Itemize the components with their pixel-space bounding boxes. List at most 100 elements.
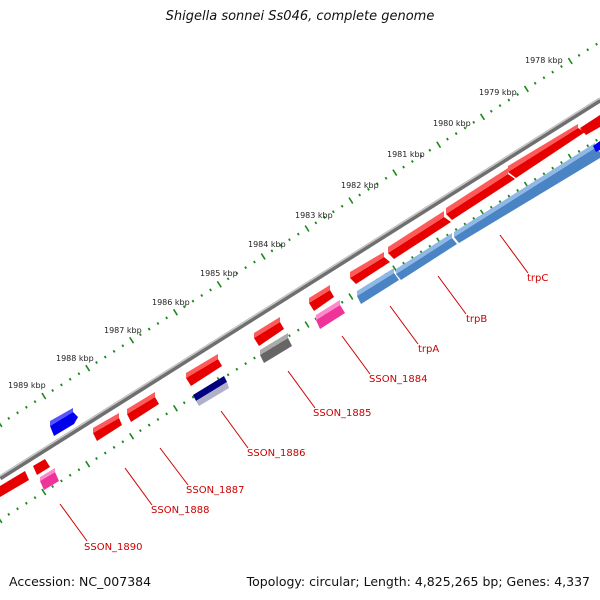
gene-label-trpA: trpA <box>418 344 439 355</box>
pseudogene-SSON_1884-top <box>316 300 340 320</box>
scale-tick-minor <box>577 53 581 57</box>
scale-tick-minor <box>156 418 160 421</box>
gene-arrow-trpB[interactable] <box>396 238 457 280</box>
gene-arrow-a[interactable] <box>350 257 390 284</box>
gene-arrow-SSON_1888[interactable] <box>93 418 122 441</box>
kbp-label: 1979 kbp <box>479 88 517 97</box>
scale-tick-minor <box>253 260 256 264</box>
gene-arrow-trpA-upper-top <box>388 211 444 253</box>
kbp-label: 1988 kbp <box>56 354 94 363</box>
gene-arrow-e[interactable] <box>593 141 600 152</box>
gene-arrow-SSON_1887[interactable] <box>127 397 159 422</box>
gene-arrow-SSON_1885-top <box>254 317 280 338</box>
scale-tick-minor <box>533 81 537 85</box>
gene-arrow-SSON_1884-top <box>309 285 330 303</box>
gene-arrow-gray-SSON_1885[interactable] <box>260 338 292 363</box>
gene-arrow-trpC-top <box>454 143 595 237</box>
scale-tick-minor <box>489 109 493 113</box>
scale-tick-minor <box>595 42 598 46</box>
kbp-label: 1978 kbp <box>525 56 563 65</box>
gene-arrow-SSON_1885[interactable] <box>254 322 284 346</box>
pseudogene-SSON_1884[interactable] <box>316 305 345 329</box>
scale-tick-minor <box>33 496 37 500</box>
scale-tick-minor <box>182 305 186 309</box>
gene-arrow-trpC[interactable] <box>454 148 600 243</box>
scale-tick-minor <box>51 485 55 488</box>
genome-backbone <box>0 97 600 481</box>
pseudogene-SSON_1890[interactable] <box>40 472 59 490</box>
kbp-label: 1983 kbp <box>295 211 333 220</box>
scale-tick-minor <box>340 300 344 304</box>
scale-tick-major <box>0 422 3 428</box>
scale-tick-minor <box>489 205 493 209</box>
rna-feature-blue[interactable] <box>50 412 78 436</box>
scale-tick-minor <box>560 65 563 68</box>
scale-tick-minor <box>235 367 239 371</box>
gene-arrow-d[interactable] <box>580 115 600 135</box>
scale-tick-minor <box>507 194 511 198</box>
scale-tick-minor <box>314 221 318 225</box>
scale-tick-minor <box>112 445 116 449</box>
scale-tick-minor <box>165 412 169 416</box>
scale-tick-minor <box>402 165 405 169</box>
scale-tick-minor <box>463 222 467 226</box>
gene-arrow-SSON_1886[interactable] <box>186 359 222 386</box>
accession-text: Accession: NC_007384 <box>9 574 152 589</box>
scale-tick-minor <box>288 334 291 338</box>
scale-tick-major <box>304 225 310 232</box>
scale-tick-minor <box>288 238 291 242</box>
rna-feature-blue-top <box>50 408 73 426</box>
scale-tick-minor <box>226 277 230 281</box>
gene-label-SSON_1886: SSON_1886 <box>247 448 306 459</box>
scale-tick-minor <box>103 355 107 359</box>
scale-tick-minor <box>77 468 81 472</box>
scale-tick-major <box>0 518 3 524</box>
scale-tick-minor <box>410 160 414 163</box>
gene-arrow-gray-SSON_1885-top <box>260 333 288 355</box>
outer-scale-ticks <box>0 42 598 428</box>
scale-tick-minor <box>586 48 590 52</box>
scale-tick-minor <box>165 316 169 320</box>
scale-tick-minor <box>340 204 344 208</box>
scale-tick-minor <box>200 294 204 297</box>
gene-arrow-c[interactable] <box>0 471 29 497</box>
scale-tick-minor <box>60 479 63 483</box>
kbp-label: 1989 kbp <box>8 381 46 390</box>
scale-tick-minor <box>95 457 98 461</box>
gene-arrow-trpA-upper[interactable] <box>388 217 451 259</box>
leader-line-SSON_1886 <box>220 410 249 449</box>
scale-tick-minor <box>121 344 125 348</box>
scale-tick-minor <box>191 395 195 399</box>
scale-tick-minor <box>446 137 449 141</box>
scale-tick-minor <box>419 250 423 254</box>
scale-tick-major <box>85 460 91 468</box>
leader-line-SSON_1888 <box>124 467 153 506</box>
scale-tick-minor <box>454 132 458 136</box>
scale-tick-minor <box>112 349 116 353</box>
scale-tick-minor <box>410 256 414 259</box>
gene-arrow-navy-SSON_1886-under <box>196 382 229 406</box>
scale-tick-minor <box>542 76 546 80</box>
scale-tick-minor <box>402 261 405 265</box>
gene-arrow-trpB-upper[interactable] <box>446 174 515 220</box>
leader-line-SSON_1890 <box>59 503 88 542</box>
gene-arrow-trpA[interactable] <box>357 273 399 304</box>
scale-tick-major <box>436 141 442 149</box>
kbp-label: 1981 kbp <box>387 150 425 159</box>
gene-arrow-SSON_1884[interactable] <box>309 290 334 311</box>
scale-tick-minor <box>384 176 388 180</box>
gene-arrow-navy-SSON_1886[interactable] <box>193 376 227 401</box>
gene-arrow-trpC-upper[interactable] <box>508 128 585 178</box>
scale-tick-major <box>41 392 47 400</box>
scale-tick-major <box>348 293 354 300</box>
scale-tick-minor <box>209 288 212 292</box>
scale-tick-major <box>567 57 573 65</box>
scale-tick-minor <box>551 166 555 170</box>
scale-tick-minor <box>498 200 502 204</box>
gene-arrow-b[interactable] <box>33 459 50 475</box>
scale-tick-major <box>392 169 398 177</box>
scale-tick-minor <box>147 423 151 427</box>
leader-line-trpA <box>389 305 419 345</box>
gene-label-SSON_1888: SSON_1888 <box>151 505 210 516</box>
